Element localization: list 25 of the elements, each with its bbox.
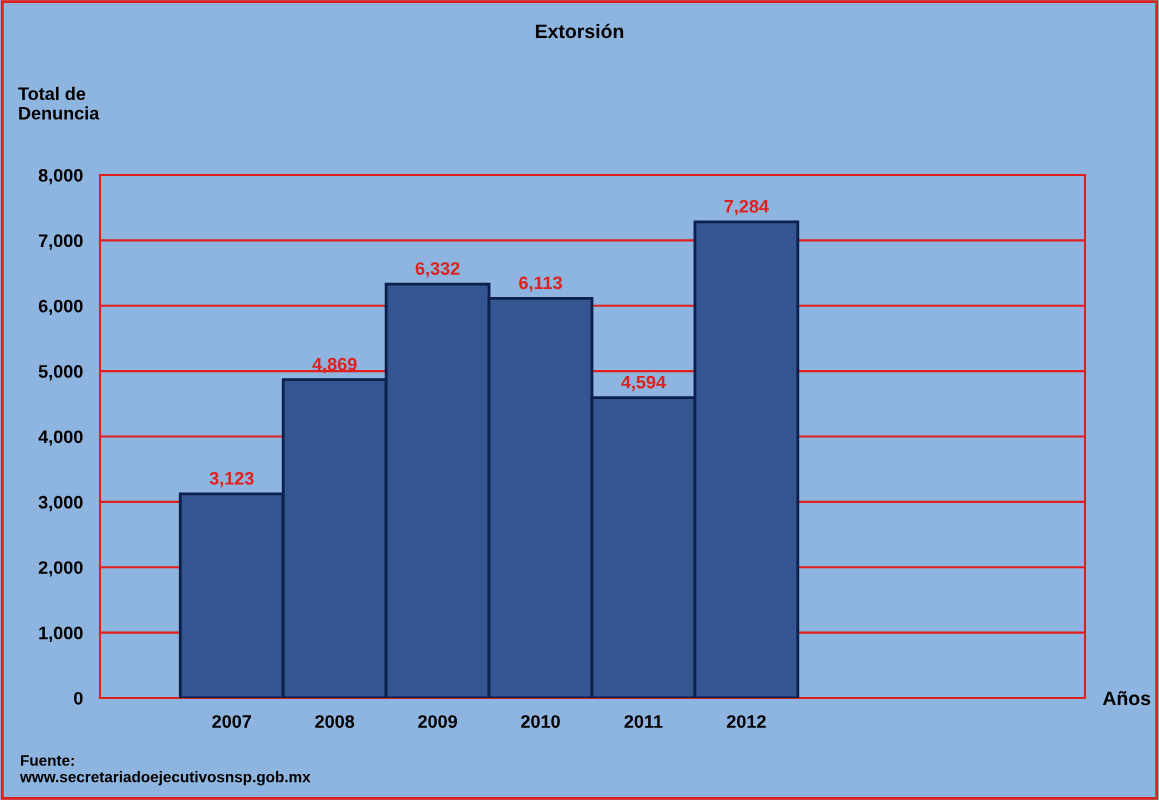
data-label: 6,332 [415, 262, 460, 278]
x-tick-label: 2007 [212, 715, 252, 728]
data-label: 7,284 [724, 199, 769, 216]
source-note: Fuente: www.secretariadoejecutivosnsp.gob.mx [19, 755, 311, 786]
y-axis-title: Total de Denuncia [18, 86, 100, 120]
y-tick-label: 5,000 [38, 365, 83, 381]
y-tick-label: 2,000 [38, 561, 83, 577]
y-tick-label: 0 [74, 691, 83, 705]
y-tick-label: 6,000 [38, 299, 83, 316]
text: Años [1102, 691, 1151, 706]
y-tick-label: 4,000 [38, 430, 83, 446]
x-tick-label: 2011 [624, 715, 663, 728]
y-tick-label: 3,000 [38, 495, 83, 512]
data-label: 4,869 [312, 357, 357, 374]
data-label: 6,113 [519, 276, 562, 292]
x-tick-label: 2010 [521, 715, 560, 728]
x-tick-label: 2008 [315, 715, 355, 728]
chart-title: Extorsión [535, 23, 624, 39]
data-label: 3,123 [209, 471, 254, 488]
y-tick-label: 7,000 [38, 234, 83, 250]
data-label: 4,594 [621, 375, 666, 392]
y-tick-label: 1,000 [39, 626, 83, 642]
x-tick-label: 2012 [726, 715, 766, 728]
x-tick-label: 2009 [418, 715, 458, 728]
y-tick-label: 8,000 [38, 168, 83, 185]
